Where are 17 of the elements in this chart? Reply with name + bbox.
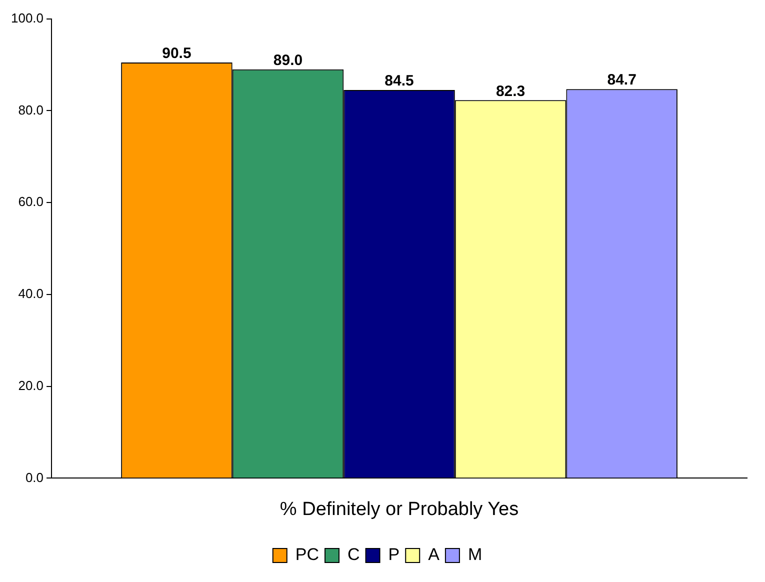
- data-label: 89.0: [273, 52, 303, 69]
- data-label: 82.3: [496, 82, 526, 100]
- y-tick-label: 0.0: [25, 470, 44, 485]
- data-label: 84.5: [384, 72, 414, 90]
- data-label: 90.5: [162, 45, 192, 62]
- y-tick-label: 60.0: [18, 194, 44, 210]
- legend-label: P: [388, 545, 400, 564]
- y-tick-label: 20.0: [18, 378, 44, 393]
- legend-label: C: [348, 545, 360, 564]
- data-label: 84.7: [607, 72, 636, 89]
- y-tick-label: 80.0: [18, 102, 44, 118]
- x-tick-label: % Definitely or Probably Yes: [280, 498, 519, 520]
- y-tick-label: 100.0: [10, 10, 44, 26]
- legend-label: A: [428, 545, 440, 564]
- legend-label: M: [468, 545, 482, 564]
- legend-label: PC: [295, 545, 320, 564]
- y-tick-label: 40.0: [18, 286, 44, 302]
